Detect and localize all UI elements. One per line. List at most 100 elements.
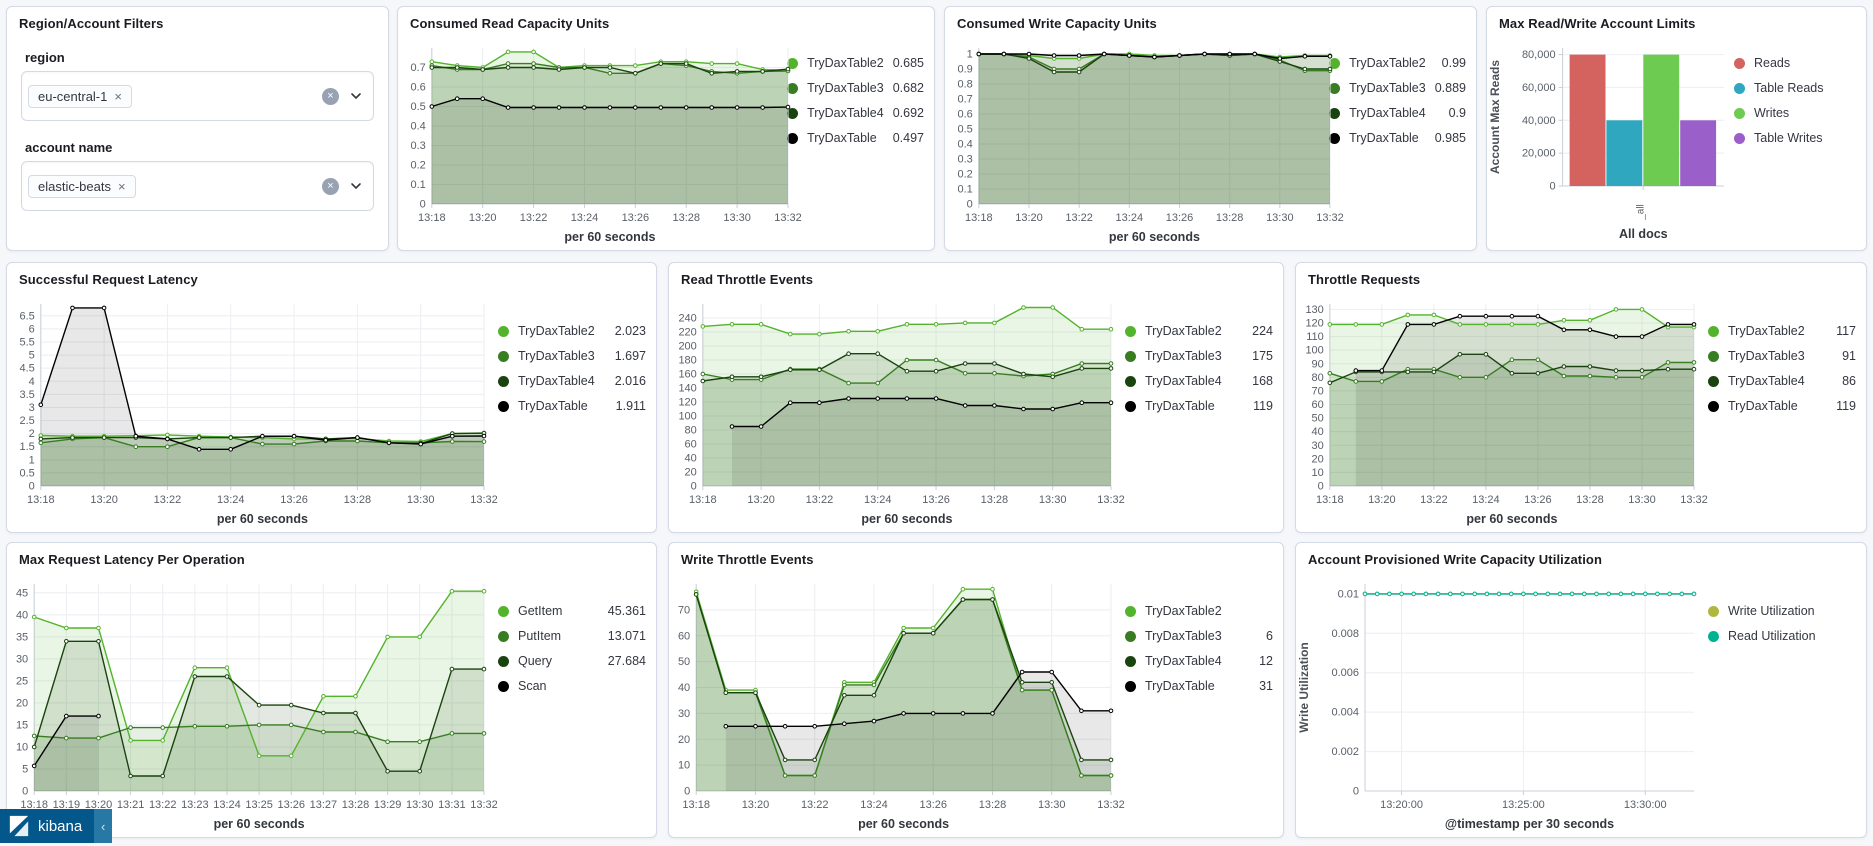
legend-label: TryDaxTable2 bbox=[807, 56, 884, 70]
chevron-down-icon[interactable] bbox=[349, 179, 363, 193]
legend-item[interactable]: TryDaxTable3 175 bbox=[1125, 349, 1273, 363]
legend-item[interactable]: TryDaxTable3 0.682 bbox=[787, 81, 924, 95]
svg-text:13:30: 13:30 bbox=[1266, 212, 1294, 224]
chart-write-capacity-utilization[interactable]: 13:20:00 13:25:00 13:30:00 0 0.002 0.004 0.006… bbox=[1296, 570, 1708, 837]
svg-text:13:26: 13:26 bbox=[280, 494, 308, 506]
legend-item[interactable]: TryDaxTable4 12 bbox=[1125, 654, 1273, 668]
svg-text:All docs: All docs bbox=[1619, 227, 1668, 241]
legend-value: 0.985 bbox=[1434, 131, 1466, 145]
legend-item[interactable]: TryDaxTable 0.497 bbox=[787, 131, 924, 145]
legend-item[interactable]: Read Utilization bbox=[1708, 629, 1856, 643]
legend-color-dot bbox=[1708, 350, 1719, 362]
legend-color-dot bbox=[498, 325, 509, 337]
legend-item[interactable]: TryDaxTable2 bbox=[1125, 604, 1273, 618]
chart-consumed-read-capacity[interactable]: 13:18 13:20 13:22 13:24 13:26 13:28 13:30 13:32… bbox=[398, 34, 802, 250]
legend-item[interactable]: TryDaxTable4 0.9 bbox=[1329, 106, 1466, 120]
svg-text:13:22: 13:22 bbox=[520, 212, 548, 224]
svg-text:1.5: 1.5 bbox=[20, 441, 35, 453]
legend-item[interactable]: TryDaxTable 0.985 bbox=[1329, 131, 1466, 145]
region-filter-combobox[interactable]: eu-central-1 × × bbox=[21, 71, 374, 121]
svg-text:per 60 seconds: per 60 seconds bbox=[858, 817, 949, 831]
legend-item[interactable]: TryDaxTable3 1.697 bbox=[498, 349, 646, 363]
legend-item[interactable]: TryDaxTable3 0.889 bbox=[1329, 81, 1466, 95]
legend-item[interactable]: TryDaxTable2 0.685 bbox=[787, 56, 924, 70]
svg-text:13:26: 13:26 bbox=[922, 494, 950, 506]
svg-text:13:28: 13:28 bbox=[1216, 212, 1244, 224]
svg-text:5: 5 bbox=[22, 763, 28, 775]
svg-text:40: 40 bbox=[16, 609, 28, 621]
legend-value: 0.685 bbox=[892, 56, 924, 70]
chart-write-throttle-events[interactable]: 13:18 13:20 13:22 13:24 13:26 13:28 13:30 13:32… bbox=[669, 570, 1125, 837]
legend-item[interactable]: TryDaxTable4 86 bbox=[1708, 374, 1856, 388]
svg-text:0.7: 0.7 bbox=[411, 62, 426, 74]
legend-item[interactable]: TryDaxTable4 168 bbox=[1125, 374, 1273, 388]
account-filter-combobox[interactable]: elastic-beats × × bbox=[21, 161, 374, 211]
svg-text:13:22: 13:22 bbox=[149, 799, 177, 811]
chart-legend: TryDaxTable2 224 TryDaxTable3 175 TryDaxTabl… bbox=[1125, 290, 1283, 532]
svg-text:0.1: 0.1 bbox=[411, 179, 426, 191]
legend-label: TryDaxTable bbox=[1145, 399, 1215, 413]
legend-item[interactable]: Query 27.684 bbox=[498, 654, 646, 668]
svg-text:0.01: 0.01 bbox=[1338, 588, 1359, 600]
legend-label: TryDaxTable4 bbox=[518, 374, 595, 388]
svg-text:5.5: 5.5 bbox=[20, 336, 35, 348]
svg-text:40: 40 bbox=[685, 453, 697, 465]
chart-throttle-requests[interactable]: 13:18 13:20 13:22 13:24 13:26 13:28 13:30 13:32… bbox=[1296, 290, 1708, 532]
region-filter-pill[interactable]: eu-central-1 × bbox=[28, 84, 132, 108]
legend-label: Scan bbox=[518, 679, 547, 693]
legend-item[interactable]: TryDaxTable3 91 bbox=[1708, 349, 1856, 363]
svg-text:0.2: 0.2 bbox=[958, 169, 973, 181]
legend-item[interactable]: TryDaxTable 31 bbox=[1125, 679, 1273, 693]
account-filter-label: account name bbox=[25, 140, 113, 155]
legend-label: TryDaxTable2 bbox=[1728, 324, 1805, 338]
chart-read-throttle-events[interactable]: 13:18 13:20 13:22 13:24 13:26 13:28 13:30 13:32… bbox=[669, 290, 1125, 532]
legend-item[interactable]: TryDaxTable2 117 bbox=[1708, 324, 1856, 338]
svg-text:13:24: 13:24 bbox=[860, 799, 888, 811]
legend-item[interactable]: TryDaxTable2 224 bbox=[1125, 324, 1273, 338]
panel-consumed-read-capacity: Consumed Read Capacity Units 13:18 13:20 1… bbox=[397, 6, 935, 251]
legend-item[interactable]: TryDaxTable2 0.99 bbox=[1329, 56, 1466, 70]
account-filter-pill[interactable]: elastic-beats × bbox=[28, 174, 136, 198]
legend-item[interactable]: TryDaxTable2 2.023 bbox=[498, 324, 646, 338]
svg-text:per 60 seconds: per 60 seconds bbox=[564, 230, 655, 244]
legend-value: 1.697 bbox=[614, 349, 646, 363]
legend-item[interactable]: TryDaxTable 119 bbox=[1708, 399, 1856, 413]
panel-title: Successful Request Latency bbox=[19, 272, 198, 287]
legend-item[interactable]: Write Utilization bbox=[1708, 604, 1856, 618]
svg-text:0.9: 0.9 bbox=[958, 64, 973, 76]
svg-text:13:26: 13:26 bbox=[1524, 494, 1552, 506]
chart-consumed-write-capacity[interactable]: 13:18 13:20 13:22 13:24 13:26 13:28 13:30 13:32… bbox=[945, 34, 1344, 250]
svg-text:0.4: 0.4 bbox=[958, 139, 973, 151]
clear-selection-icon[interactable]: × bbox=[322, 87, 339, 105]
svg-text:13:30: 13:30 bbox=[1628, 494, 1656, 506]
legend-item[interactable]: TryDaxTable4 0.692 bbox=[787, 106, 924, 120]
remove-pill-icon[interactable]: × bbox=[114, 88, 122, 104]
clear-selection-icon[interactable]: × bbox=[322, 177, 339, 195]
svg-text:13:26: 13:26 bbox=[919, 799, 947, 811]
legend-item[interactable]: Scan bbox=[498, 679, 646, 693]
legend-item[interactable]: TryDaxTable 1.911 bbox=[498, 399, 646, 413]
legend-item[interactable]: Table Reads bbox=[1734, 81, 1856, 95]
legend-item[interactable]: TryDaxTable3 6 bbox=[1125, 629, 1273, 643]
svg-text:0.5: 0.5 bbox=[20, 467, 35, 479]
legend-color-dot bbox=[498, 680, 509, 692]
legend-item[interactable]: Table Writes bbox=[1734, 131, 1856, 145]
legend-item[interactable]: TryDaxTable4 2.016 bbox=[498, 374, 646, 388]
legend-label: TryDaxTable3 bbox=[518, 349, 595, 363]
chart-max-account-limits[interactable]: 0 20,000 40,000 60,000 80,000 _all Account Max… bbox=[1487, 34, 1734, 250]
legend-item[interactable]: TryDaxTable 119 bbox=[1125, 399, 1273, 413]
legend-item[interactable]: Writes bbox=[1734, 106, 1856, 120]
svg-text:2: 2 bbox=[29, 428, 35, 440]
legend-item[interactable]: PutItem 13.071 bbox=[498, 629, 646, 643]
chart-max-request-latency[interactable]: 13:18 13:19 13:20 13:21 13:22 13:23 13:24 13:25… bbox=[7, 570, 498, 837]
remove-pill-icon[interactable]: × bbox=[117, 178, 126, 194]
panel-title: Write Throttle Events bbox=[681, 552, 814, 567]
panel-write-capacity-utilization: Account Provisioned Write Capacity Utili… bbox=[1295, 542, 1867, 838]
legend-item[interactable]: Reads bbox=[1734, 56, 1856, 70]
chevron-down-icon[interactable] bbox=[349, 89, 363, 103]
legend-item[interactable]: GetItem 45.361 bbox=[498, 604, 646, 618]
collapse-nav-button[interactable]: ‹ bbox=[94, 809, 113, 843]
kibana-logo[interactable]: kibana bbox=[0, 809, 95, 843]
legend-color-dot bbox=[1734, 132, 1745, 144]
chart-successful-request-latency[interactable]: 13:18 13:20 13:22 13:24 13:26 13:28 13:30 13:32… bbox=[7, 290, 498, 532]
